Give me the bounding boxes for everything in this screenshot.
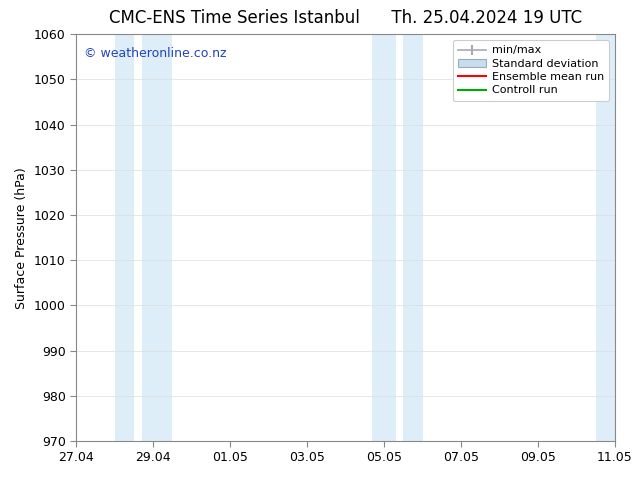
Bar (403, 34, 422, 441)
Bar (115, 34, 134, 441)
Title: CMC-ENS Time Series Istanbul      Th. 25.04.2024 19 UTC: CMC-ENS Time Series Istanbul Th. 25.04.2… (109, 9, 582, 27)
Y-axis label: Surface Pressure (hPa): Surface Pressure (hPa) (15, 167, 29, 309)
Legend: min/max, Standard deviation, Ensemble mean run, Controll run: min/max, Standard deviation, Ensemble me… (453, 40, 609, 101)
Bar (596, 34, 615, 441)
Text: © weatheronline.co.nz: © weatheronline.co.nz (84, 47, 227, 59)
Bar (141, 34, 172, 441)
Bar (372, 34, 396, 441)
